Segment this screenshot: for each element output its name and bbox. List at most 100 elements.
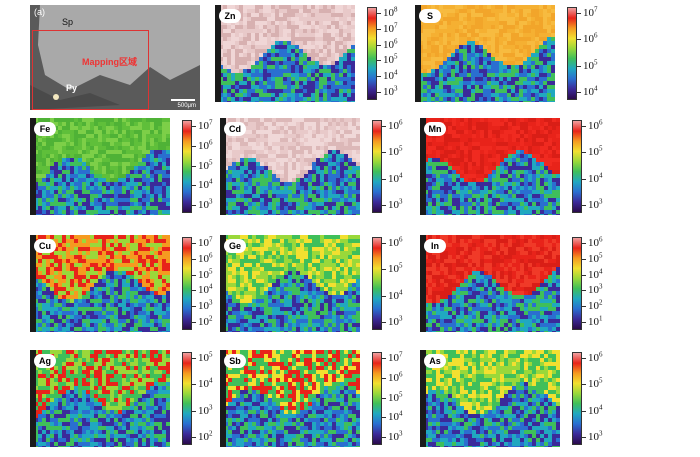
map-pixel: [296, 182, 300, 186]
map-pixel: [332, 214, 336, 215]
map-pixel: [436, 138, 440, 142]
map-pixel: [263, 49, 267, 53]
map-pixel: [292, 118, 296, 122]
map-pixel: [327, 65, 331, 69]
map-pixel: [436, 210, 440, 214]
map-pixel: [548, 142, 552, 146]
map-pixel: [42, 235, 46, 239]
map-pixel: [503, 97, 507, 101]
map-pixel: [158, 263, 162, 267]
map-pixel: [50, 182, 54, 186]
map-pixel: [343, 45, 347, 49]
map-pixel: [110, 210, 114, 214]
map-pixel: [142, 263, 146, 267]
map-pixel: [435, 65, 439, 69]
map-pixel: [74, 154, 78, 158]
map-pixel: [544, 154, 548, 158]
map-pixel: [90, 118, 94, 122]
map-pixel: [540, 130, 544, 134]
map-pixel: [463, 101, 467, 102]
map-pixel: [291, 61, 295, 65]
map-pixel: [539, 49, 543, 53]
map-pixel: [263, 29, 267, 33]
map-pixel: [134, 251, 138, 255]
map-pixel: [50, 271, 54, 275]
map-pixel: [316, 210, 320, 214]
map-pixel: [62, 291, 66, 295]
map-pixel: [118, 166, 122, 170]
map-pixel: [496, 154, 500, 158]
map-pixel: [535, 73, 539, 77]
map-pixel: [272, 142, 276, 146]
map-pixel: [447, 85, 451, 89]
map-pixel: [295, 41, 299, 45]
map-pixel: [495, 13, 499, 17]
map-pixel: [528, 214, 532, 215]
map-pixel: [166, 263, 170, 267]
map-pixel: [447, 57, 451, 61]
map-pixel: [283, 57, 287, 61]
map-pixel: [78, 186, 82, 190]
map-pixel: [146, 255, 150, 259]
map-pixel: [356, 182, 360, 186]
map-pixel: [547, 89, 551, 93]
map-pixel: [475, 65, 479, 69]
map-pixel: [283, 97, 287, 101]
map-pixel: [548, 202, 552, 206]
map-pixel: [86, 162, 90, 166]
map-pixel: [110, 251, 114, 255]
map-pixel: [279, 41, 283, 45]
map-pixel: [552, 182, 556, 186]
tick-exponent: 3: [209, 197, 213, 206]
map-pixel: [142, 259, 146, 263]
map-pixel: [507, 29, 511, 33]
map-pixel: [114, 206, 118, 210]
map-pixel: [247, 17, 251, 21]
map-pixel: [519, 33, 523, 37]
map-pixel: [122, 182, 126, 186]
map-pixel: [122, 283, 126, 287]
map-pixel: [463, 5, 467, 9]
map-pixel: [126, 251, 130, 255]
map-pixel: [427, 65, 431, 69]
map-pixel: [146, 190, 150, 194]
map-pixel: [504, 174, 508, 178]
map-pixel: [327, 13, 331, 17]
map-pixel: [295, 17, 299, 21]
map-pixel: [142, 210, 146, 214]
map-pixel: [280, 206, 284, 210]
map-pixel: [142, 134, 146, 138]
map-pixel: [471, 93, 475, 97]
map-pixel: [130, 138, 134, 142]
map-pixel: [307, 9, 311, 13]
map-pixel: [292, 198, 296, 202]
map-pixel: [138, 130, 142, 134]
map-pixel: [82, 275, 86, 279]
map-pixel: [260, 118, 264, 122]
map-pixel: [316, 182, 320, 186]
map-pixel: [287, 53, 291, 57]
map-pixel: [347, 45, 351, 49]
map-pixel: [78, 146, 82, 150]
map-pixel: [531, 61, 535, 65]
map-pixel: [260, 126, 264, 130]
map-pixel: [515, 65, 519, 69]
map-pixel: [467, 101, 471, 102]
map-pixel: [70, 243, 74, 247]
map-pixel: [138, 206, 142, 210]
map-pixel: [78, 130, 82, 134]
map-pixel: [78, 271, 82, 275]
map-pixel: [78, 142, 82, 146]
map-pixel: [351, 89, 355, 93]
map-pixel: [460, 210, 464, 214]
map-pixel: [126, 162, 130, 166]
map-pixel: [227, 77, 231, 81]
map-pixel: [516, 186, 520, 190]
map-pixel: [276, 142, 280, 146]
map-pixel: [166, 275, 170, 279]
map-pixel: [348, 166, 352, 170]
map-pixel: [110, 166, 114, 170]
map-pixel: [102, 186, 106, 190]
map-pixel: [74, 150, 78, 154]
map-pixel: [158, 275, 162, 279]
